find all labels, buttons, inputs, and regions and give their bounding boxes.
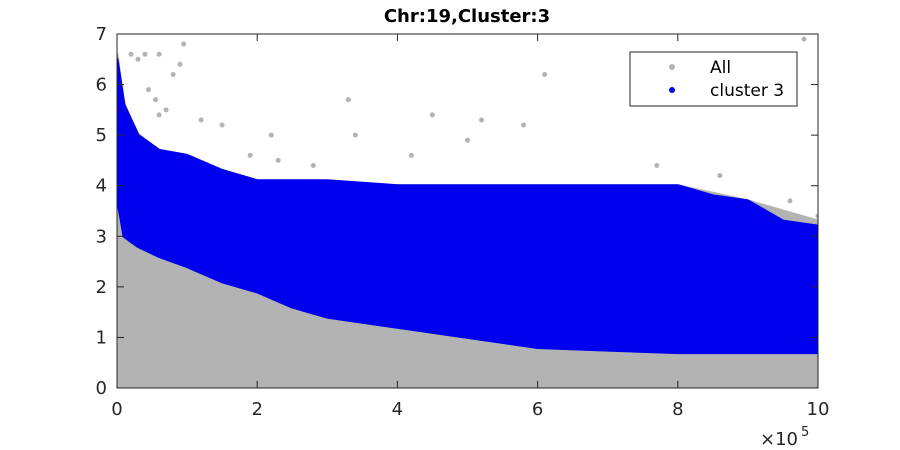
y-tick-label: 0 bbox=[96, 378, 107, 399]
data-point-all bbox=[247, 152, 253, 158]
x-exponent-power: 5 bbox=[801, 425, 809, 440]
data-point-all bbox=[429, 112, 435, 118]
chart-title: Chr:19,Cluster:3 bbox=[384, 6, 550, 27]
data-point-all bbox=[146, 87, 151, 93]
legend-marker-all bbox=[669, 64, 675, 70]
data-point-all bbox=[801, 36, 807, 42]
data-point-all bbox=[521, 122, 527, 128]
legend: All cluster 3 bbox=[629, 51, 798, 107]
y-tick-label: 2 bbox=[96, 277, 107, 298]
data-point-all bbox=[310, 163, 316, 168]
data-point-all bbox=[787, 198, 793, 204]
data-point-all bbox=[153, 97, 159, 103]
data-point-all bbox=[156, 51, 162, 57]
data-point-all bbox=[479, 117, 484, 123]
y-tick-label: 5 bbox=[96, 125, 107, 146]
data-point-all bbox=[542, 72, 548, 77]
data-point-all bbox=[268, 132, 274, 138]
data-point-all bbox=[128, 51, 134, 57]
data-point-all bbox=[198, 117, 204, 123]
legend-marker-cluster-3 bbox=[669, 87, 675, 93]
x-tick-label: 8 bbox=[672, 399, 683, 420]
legend-label-cluster-3: cluster 3 bbox=[710, 81, 784, 101]
series-layer bbox=[117, 36, 818, 388]
series-cluster-3 bbox=[117, 57, 818, 355]
x-exponent-multiplier: ×10 bbox=[760, 429, 798, 450]
data-point-all bbox=[142, 51, 148, 57]
x-tick-label: 2 bbox=[251, 399, 262, 420]
data-point-all bbox=[717, 173, 723, 179]
axis-ticks: 0 1 2 3 4 5 6 7 0 2 4 6 8 10 bbox=[96, 24, 830, 420]
y-tick-label: 3 bbox=[96, 226, 107, 247]
data-point-all bbox=[352, 132, 358, 138]
x-tick-label: 4 bbox=[392, 399, 403, 420]
data-point-all bbox=[219, 122, 225, 128]
data-point-all bbox=[275, 157, 281, 163]
data-point-all bbox=[170, 72, 176, 77]
series-cluster-3-point-cloud bbox=[117, 57, 818, 355]
y-tick-label: 7 bbox=[96, 24, 107, 45]
data-point-all bbox=[163, 107, 169, 113]
y-tick-label: 6 bbox=[96, 75, 107, 96]
data-point-all bbox=[156, 112, 162, 118]
data-point-all bbox=[135, 56, 141, 62]
x-tick-label: 0 bbox=[111, 399, 122, 420]
x-exponent-label: ×10 5 bbox=[760, 425, 809, 450]
plot-area-frame bbox=[116, 33, 819, 389]
data-point-all bbox=[177, 61, 183, 67]
x-tick-label: 6 bbox=[532, 399, 543, 420]
y-tick-label: 1 bbox=[96, 327, 107, 348]
data-point-all bbox=[345, 97, 351, 103]
data-point-all bbox=[408, 152, 414, 158]
y-tick-label: 4 bbox=[96, 176, 107, 197]
legend-box bbox=[629, 51, 798, 107]
data-point-all bbox=[654, 163, 660, 168]
x-tick-label: 10 bbox=[807, 399, 830, 420]
data-point-all bbox=[815, 213, 818, 219]
legend-label-all: All bbox=[710, 58, 731, 78]
data-point-all bbox=[181, 41, 187, 47]
data-point-all bbox=[465, 137, 470, 143]
